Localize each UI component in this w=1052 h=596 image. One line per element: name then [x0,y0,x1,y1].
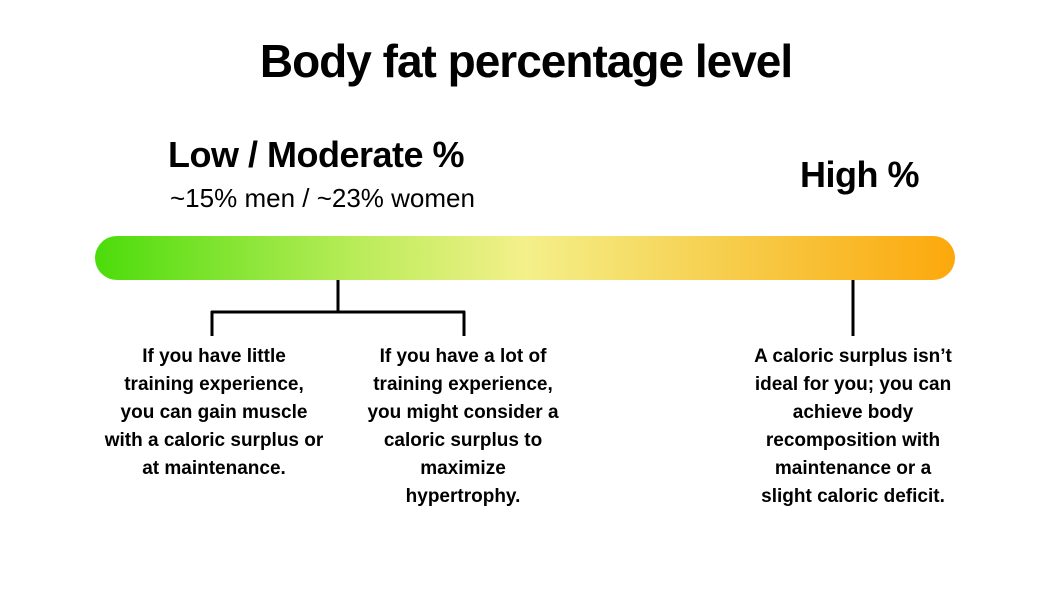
note-little-experience: If you have little training experience, … [104,346,324,479]
body-fat-gradient-bar [95,236,955,280]
low-moderate-sublabel: ~15% men / ~23% women [170,183,475,213]
low-moderate-label: Low / Moderate % [168,134,465,175]
chart-title: Body fat percentage level [259,35,793,87]
note-lot-of-experience: If you have a lot of training experience… [367,346,559,507]
high-label: High % [800,154,920,195]
note-high-body-fat: A caloric surplus isn’t ideal for you; y… [754,346,952,507]
